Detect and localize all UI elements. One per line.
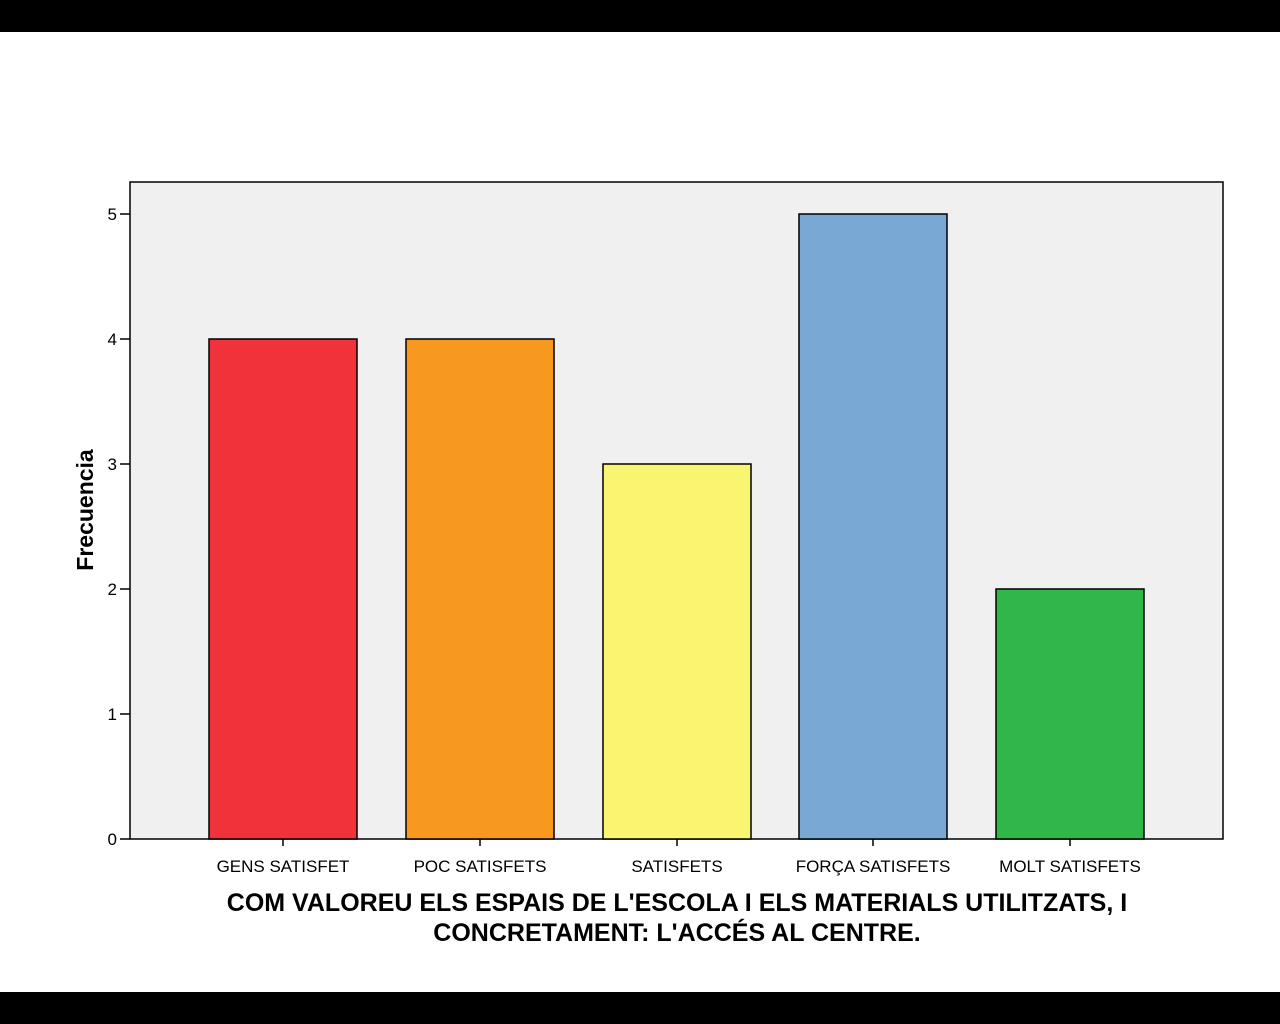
x-axis: GENS SATISFET POC SATISFETS SATISFETS FORÇA… (217, 839, 1141, 876)
bar-4 (995, 588, 1145, 840)
x-tick-label-0: GENS SATISFET (217, 857, 350, 876)
x-tick-label-4: MOLT SATISFETS (999, 857, 1141, 876)
y-tick-label-4: 4 (108, 330, 117, 349)
bottom-black-band (0, 992, 1280, 1024)
top-black-band (0, 0, 1280, 32)
x-tick-label-1: POC SATISFETS (414, 857, 547, 876)
y-tick-label-1: 1 (108, 705, 117, 724)
bar-3 (798, 213, 948, 840)
x-axis-title-line-1: COM VALOREU ELS ESPAIS DE L'ESCOLA I ELS… (227, 889, 1127, 917)
y-tick-label-3: 3 (108, 455, 117, 474)
y-tick-label-5: 5 (108, 205, 117, 224)
y-axis: 0 1 2 3 4 5 (108, 205, 130, 849)
bar-1 (405, 338, 555, 840)
x-tick-label-2: SATISFETS (631, 857, 722, 876)
bar-0 (208, 338, 358, 840)
bar-2 (602, 463, 752, 840)
x-axis-title-line-2: CONCRETAMENT: L'ACCÉS AL CENTRE. (433, 918, 920, 947)
x-tick-label-3: FORÇA SATISFETS (796, 857, 951, 876)
y-axis-title: Frecuencia (72, 449, 98, 571)
y-tick-label-0: 0 (108, 830, 117, 849)
bars-group (208, 213, 1145, 840)
y-tick-label-2: 2 (108, 580, 117, 599)
